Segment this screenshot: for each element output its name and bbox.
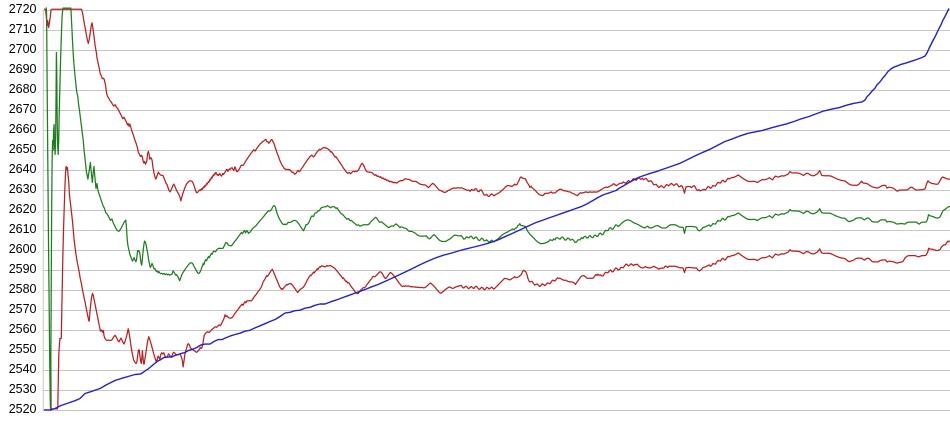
- svg-text:2560: 2560: [9, 322, 37, 336]
- svg-text:2670: 2670: [9, 102, 37, 116]
- svg-text:2710: 2710: [9, 22, 37, 36]
- svg-text:2660: 2660: [9, 122, 37, 136]
- svg-text:2700: 2700: [9, 42, 37, 56]
- svg-text:2570: 2570: [9, 302, 37, 316]
- svg-text:2590: 2590: [9, 262, 37, 276]
- svg-text:2620: 2620: [9, 202, 37, 216]
- svg-text:2690: 2690: [9, 62, 37, 76]
- svg-text:2530: 2530: [9, 382, 37, 396]
- svg-text:2550: 2550: [9, 342, 37, 356]
- svg-text:2600: 2600: [9, 242, 37, 256]
- svg-text:2630: 2630: [9, 182, 37, 196]
- svg-text:2610: 2610: [9, 222, 37, 236]
- svg-text:2680: 2680: [9, 82, 37, 96]
- svg-text:2640: 2640: [9, 162, 37, 176]
- svg-text:2720: 2720: [9, 2, 37, 16]
- svg-text:2540: 2540: [9, 362, 37, 376]
- svg-text:2520: 2520: [9, 402, 37, 416]
- svg-text:2580: 2580: [9, 282, 37, 296]
- svg-text:2650: 2650: [9, 142, 37, 156]
